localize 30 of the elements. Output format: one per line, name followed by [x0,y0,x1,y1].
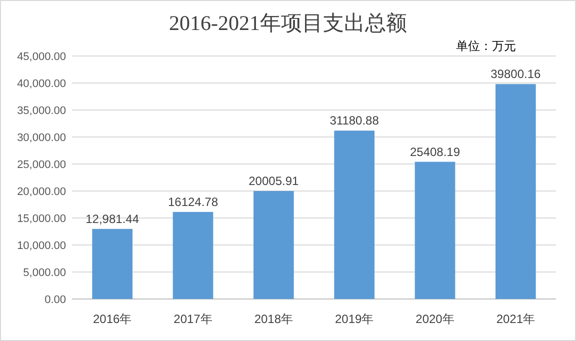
y-tick-label: 5,000.00 [23,267,66,279]
bar [414,162,456,299]
data-label: 16124.78 [168,194,218,209]
y-tick-label: 25,000.00 [17,159,66,171]
x-tick-label: 2020年 [416,312,454,326]
x-tick-label: 2018年 [254,312,294,326]
bar [172,212,214,299]
bar [254,190,294,299]
y-tick-label: 30,000.00 [17,132,66,144]
data-label: 25408.19 [410,144,460,159]
y-tick-label: 35,000.00 [17,105,66,117]
text: 单位：万元 [456,39,516,53]
y-tick-label: 15,000.00 [17,213,66,225]
y-tick-label: 40,000.00 [17,78,66,90]
x-tick-label: 2017年 [174,312,212,326]
data-label: 31180.88 [330,114,380,128]
y-tick-label: 45,000.00 [17,51,66,63]
bar [334,130,374,299]
bar [496,84,536,299]
x-tick-label: 2021年 [496,312,536,326]
y-tick-label: 0.00 [44,294,66,306]
data-label: 12,981.44 [86,212,140,226]
y-tick-label: 20,000.00 [17,186,66,198]
bar [92,228,132,299]
data-label: 39800.16 [490,67,542,82]
data-label: 20005.91 [248,174,300,188]
y-tick-label: 10,000.00 [17,240,66,252]
x-tick-label: 2016年 [92,312,132,326]
chart-title: 2016-2021年项目支出总额 [169,11,407,35]
x-tick-label: 2019年 [334,312,374,326]
